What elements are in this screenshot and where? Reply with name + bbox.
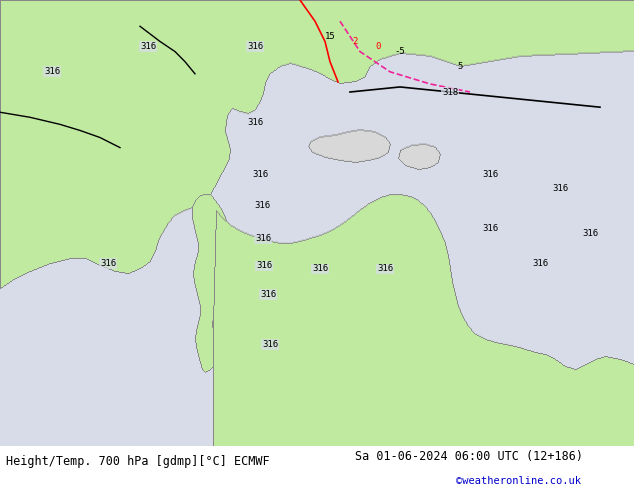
Text: 316: 316 xyxy=(262,340,278,349)
Text: 316: 316 xyxy=(482,224,498,233)
Text: Height/Temp. 700 hPa [gdmp][°C] ECMWF: Height/Temp. 700 hPa [gdmp][°C] ECMWF xyxy=(6,455,270,468)
Text: 316: 316 xyxy=(100,259,116,269)
Text: 15: 15 xyxy=(325,32,335,41)
Text: 316: 316 xyxy=(377,265,393,273)
Text: 316: 316 xyxy=(247,118,263,127)
Text: Sa 01-06-2024 06:00 UTC (12+186): Sa 01-06-2024 06:00 UTC (12+186) xyxy=(355,450,583,464)
Text: 316: 316 xyxy=(254,201,270,210)
Text: 5: 5 xyxy=(457,62,463,71)
Text: 316: 316 xyxy=(312,265,328,273)
Text: 316: 316 xyxy=(247,42,263,51)
Text: 316: 316 xyxy=(482,171,498,179)
Text: 316: 316 xyxy=(44,67,60,76)
Text: 316: 316 xyxy=(255,234,271,243)
Text: 0: 0 xyxy=(375,42,380,51)
Text: 316: 316 xyxy=(260,290,276,299)
Text: 316: 316 xyxy=(140,42,156,51)
Text: 316: 316 xyxy=(552,184,568,193)
Text: 316: 316 xyxy=(532,259,548,269)
Text: -5: -5 xyxy=(394,47,405,56)
Text: 316: 316 xyxy=(252,171,268,179)
Text: 318: 318 xyxy=(442,88,458,97)
Text: 316: 316 xyxy=(256,262,272,270)
Text: 2: 2 xyxy=(353,37,358,46)
Text: ©weatheronline.co.uk: ©weatheronline.co.uk xyxy=(456,476,581,486)
Text: 316: 316 xyxy=(582,229,598,238)
